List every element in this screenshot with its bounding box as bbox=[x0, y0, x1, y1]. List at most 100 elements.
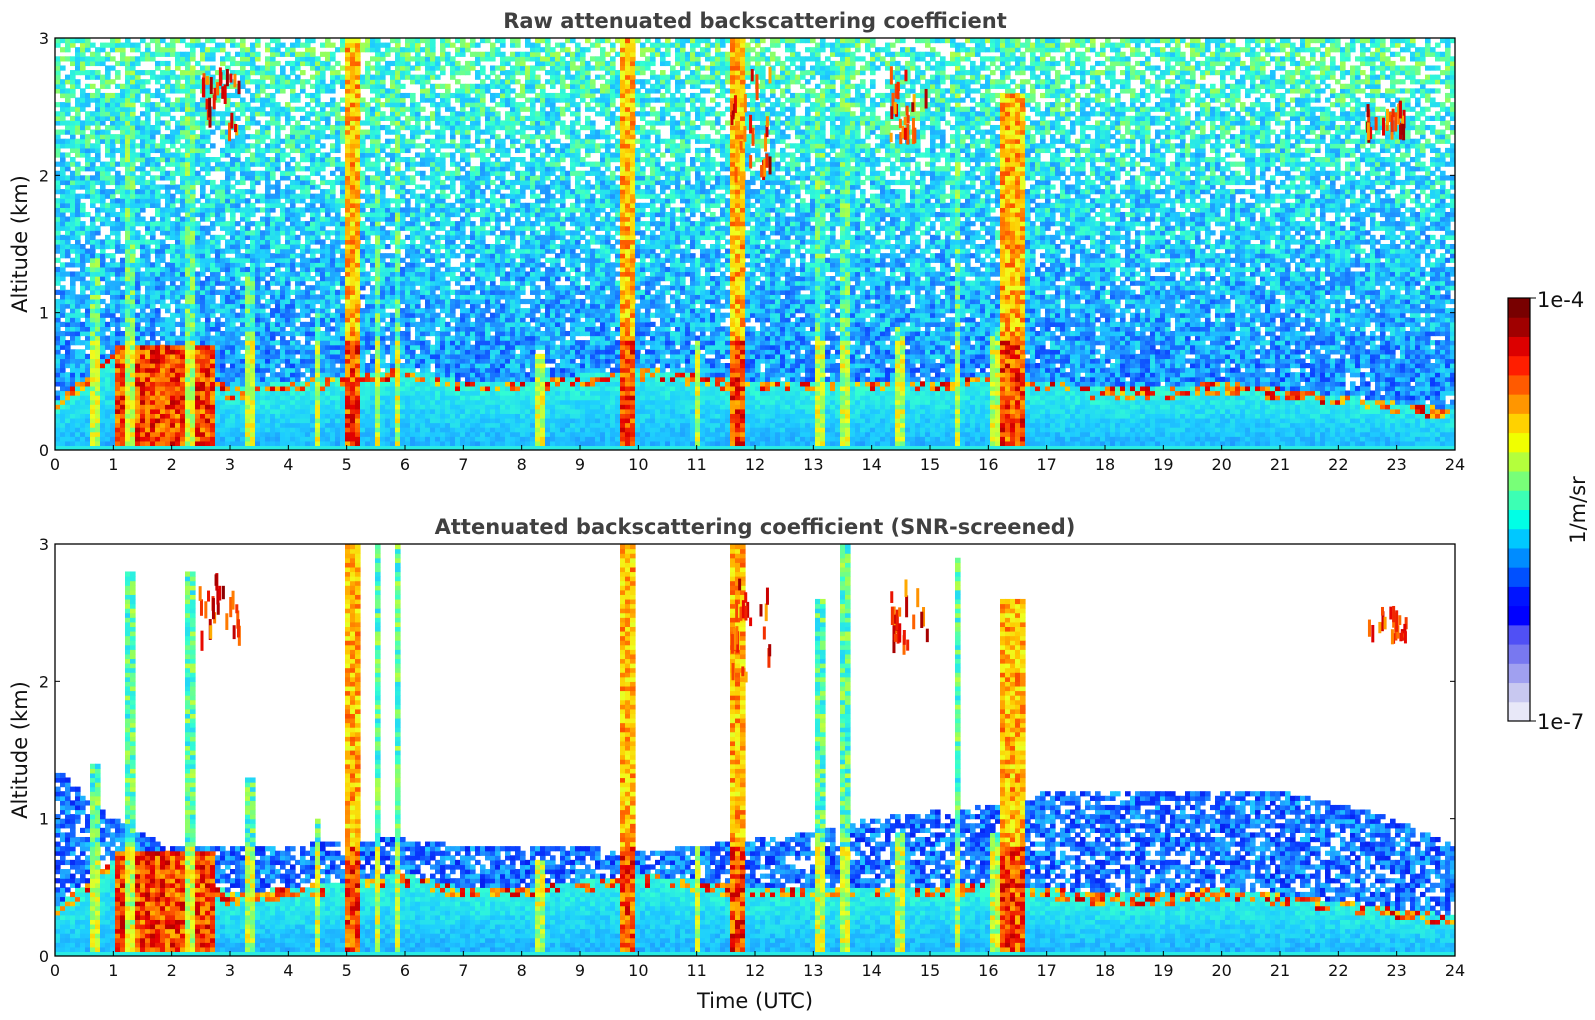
x-tick-label: 17 bbox=[1036, 961, 1056, 980]
x-tick-label: 22 bbox=[1328, 961, 1348, 980]
x-tick-label: 16 bbox=[978, 961, 998, 980]
colorbar-max-label: 1e-4 bbox=[1537, 288, 1584, 312]
y-tick-label: 0 bbox=[39, 441, 49, 460]
x-tick-label: 18 bbox=[1095, 961, 1115, 980]
colorbar-step bbox=[1508, 528, 1530, 549]
y-tick-label: 2 bbox=[39, 672, 49, 691]
colorbar-step bbox=[1508, 451, 1530, 472]
colorbar-step bbox=[1508, 374, 1530, 395]
x-tick-label: 5 bbox=[342, 961, 352, 980]
x-tick-label: 23 bbox=[1386, 961, 1406, 980]
y-tick-label: 3 bbox=[39, 535, 49, 554]
colorbar-step bbox=[1508, 644, 1530, 664]
x-tick-label: 19 bbox=[1153, 961, 1173, 980]
x-tick-label: 22 bbox=[1328, 455, 1348, 474]
colorbar-step bbox=[1508, 413, 1530, 434]
colorbar-step bbox=[1508, 624, 1530, 645]
top-panel-title: Raw attenuated backscattering coefficien… bbox=[503, 9, 1007, 33]
y-tick-label: 1 bbox=[39, 304, 49, 323]
x-tick-label: 5 bbox=[342, 455, 352, 474]
x-tick-label: 2 bbox=[167, 961, 177, 980]
y-tick-label: 0 bbox=[39, 947, 49, 966]
bottom-y-ticks: 0 1 2 3 bbox=[39, 535, 1455, 966]
x-tick-label: 13 bbox=[803, 961, 823, 980]
bottom-heatmap bbox=[55, 544, 1455, 956]
top-heatmap bbox=[55, 38, 1455, 450]
colorbar-min-label: 1e-7 bbox=[1537, 710, 1584, 734]
colorbar-step bbox=[1508, 471, 1530, 491]
colorbar-unit-label: 1/m/sr bbox=[1566, 476, 1590, 544]
x-tick-label: 4 bbox=[283, 455, 293, 474]
x-tick-label: 11 bbox=[686, 455, 706, 474]
x-tick-label: 3 bbox=[225, 961, 235, 980]
x-tick-label: 10 bbox=[628, 455, 648, 474]
x-tick-label: 20 bbox=[1211, 455, 1231, 474]
x-tick-label: 9 bbox=[575, 961, 585, 980]
colorbar-step bbox=[1508, 336, 1530, 357]
x-tick-label: 15 bbox=[920, 961, 940, 980]
colorbar-step bbox=[1508, 298, 1530, 318]
x-tick-label: 8 bbox=[517, 455, 527, 474]
bottom-x-axis-label: Time (UTC) bbox=[696, 989, 813, 1013]
top-y-axis-label: Altitude (km) bbox=[8, 175, 32, 313]
x-tick-label: 3 bbox=[225, 455, 235, 474]
x-tick-label: 21 bbox=[1270, 455, 1290, 474]
colorbar: 1e-4 1e-7 1/m/sr bbox=[1507, 288, 1590, 734]
x-tick-label: 1 bbox=[108, 455, 118, 474]
x-tick-label: 1 bbox=[108, 961, 118, 980]
x-tick-label: 14 bbox=[861, 455, 881, 474]
colorbar-step bbox=[1508, 355, 1530, 376]
colorbar-steps bbox=[1508, 298, 1530, 722]
bottom-panel: Attenuated backscattering coefficient (S… bbox=[8, 515, 1465, 1013]
x-tick-label: 10 bbox=[628, 961, 648, 980]
colorbar-step bbox=[1508, 317, 1530, 337]
x-tick-label: 6 bbox=[400, 455, 410, 474]
x-tick-label: 7 bbox=[458, 455, 468, 474]
colorbar-step bbox=[1508, 605, 1530, 626]
colorbar-step bbox=[1508, 509, 1530, 530]
x-tick-label: 6 bbox=[400, 961, 410, 980]
colorbar-frame bbox=[1507, 297, 1531, 722]
x-tick-label: 18 bbox=[1095, 455, 1115, 474]
colorbar-step bbox=[1508, 567, 1530, 587]
x-tick-label: 14 bbox=[861, 961, 881, 980]
bottom-panel-title: Attenuated backscattering coefficient (S… bbox=[435, 515, 1076, 539]
x-tick-label: 16 bbox=[978, 455, 998, 474]
x-tick-label: 13 bbox=[803, 455, 823, 474]
x-tick-label: 8 bbox=[517, 961, 527, 980]
colorbar-step bbox=[1508, 547, 1530, 568]
colorbar-step bbox=[1508, 432, 1530, 453]
y-tick-label: 1 bbox=[39, 810, 49, 829]
y-tick-label: 2 bbox=[39, 166, 49, 185]
colorbar-step bbox=[1508, 663, 1530, 684]
top-panel: Raw attenuated backscattering coefficien… bbox=[8, 9, 1465, 474]
x-tick-label: 19 bbox=[1153, 455, 1173, 474]
bottom-y-axis-label: Altitude (km) bbox=[8, 681, 32, 819]
x-tick-label: 0 bbox=[50, 455, 60, 474]
x-tick-label: 12 bbox=[745, 455, 765, 474]
colorbar-step bbox=[1508, 586, 1530, 607]
colorbar-step bbox=[1508, 682, 1530, 703]
colorbar-step bbox=[1508, 394, 1530, 414]
x-tick-label: 2 bbox=[167, 455, 177, 474]
x-tick-label: 15 bbox=[920, 455, 940, 474]
bottom-x-ticks: 0 1 2 3 4 5 6 7 8 9 10 11 12 13 14 15 16 17 18 19 20 21 22 23 24 bbox=[50, 951, 1465, 980]
x-tick-label: 23 bbox=[1386, 455, 1406, 474]
x-tick-label: 24 bbox=[1445, 961, 1465, 980]
x-tick-label: 12 bbox=[745, 961, 765, 980]
colorbar-step bbox=[1508, 490, 1530, 510]
y-tick-label: 3 bbox=[39, 29, 49, 48]
x-tick-label: 21 bbox=[1270, 961, 1290, 980]
top-y-ticks: 0 1 2 3 bbox=[39, 29, 1455, 460]
x-tick-label: 17 bbox=[1036, 455, 1056, 474]
top-x-ticks: 0 1 2 3 4 5 6 7 8 9 10 11 12 13 14 15 16 17 18 19 20 21 22 23 24 bbox=[50, 445, 1465, 474]
x-tick-label: 0 bbox=[50, 961, 60, 980]
colorbar-step bbox=[1508, 701, 1530, 722]
x-tick-label: 7 bbox=[458, 961, 468, 980]
x-tick-label: 20 bbox=[1211, 961, 1231, 980]
x-tick-label: 4 bbox=[283, 961, 293, 980]
x-tick-label: 24 bbox=[1445, 455, 1465, 474]
x-tick-label: 11 bbox=[686, 961, 706, 980]
x-tick-label: 9 bbox=[575, 455, 585, 474]
